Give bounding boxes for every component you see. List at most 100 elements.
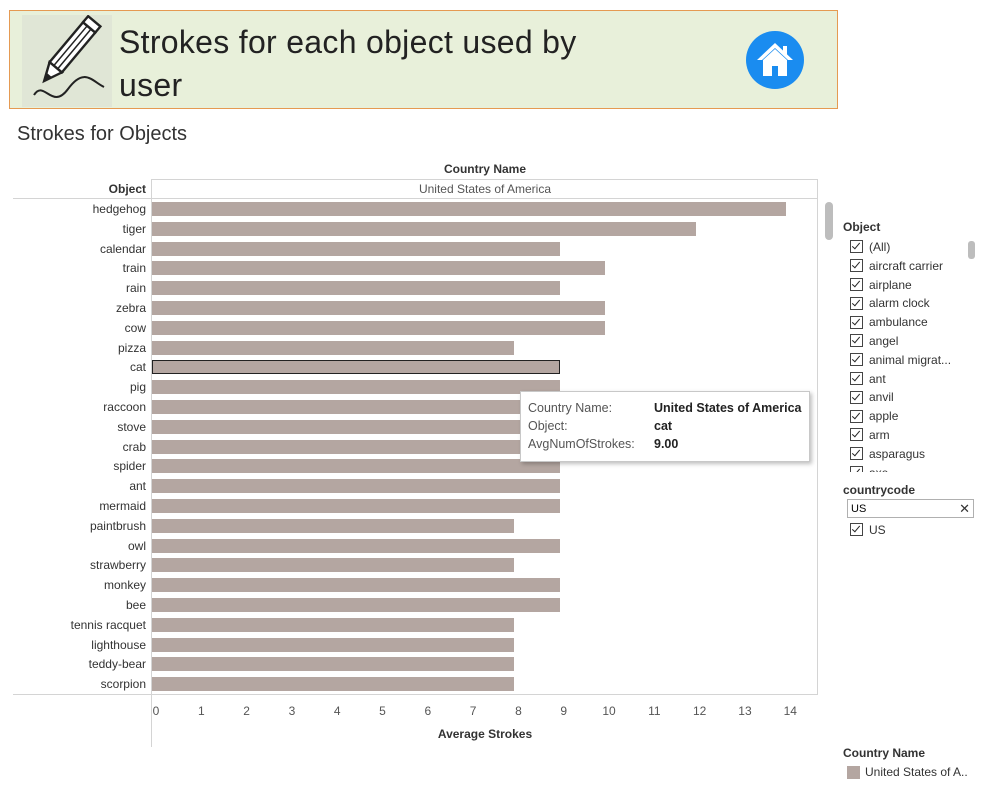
- tooltip-value: United States of America: [654, 401, 802, 415]
- object-filter-item-label: animal migrat...: [869, 352, 952, 367]
- object-filter-item[interactable]: aircraft carrier: [850, 259, 943, 278]
- legend-swatch[interactable]: [847, 766, 860, 779]
- row-label: strawberry: [89, 558, 146, 573]
- object-filter-item[interactable]: asparagus: [850, 447, 925, 466]
- bar-ant[interactable]: [152, 479, 560, 494]
- tooltip-key: Object:: [528, 419, 568, 433]
- row-label: rain: [125, 281, 146, 296]
- object-filter-item-label: arm: [869, 428, 890, 442]
- tooltip-row-country: Country Name: United States of America: [528, 399, 802, 417]
- object-filter-item[interactable]: ambulance: [850, 315, 928, 334]
- bar-tennis-racquet[interactable]: [152, 617, 515, 632]
- home-icon: [746, 31, 804, 89]
- checkbox[interactable]: [850, 523, 863, 537]
- checkbox[interactable]: [850, 390, 863, 404]
- x-tick-label: 5: [379, 704, 386, 718]
- bar-train[interactable]: [152, 261, 606, 276]
- tooltip-key: AvgNumOfStrokes:: [528, 437, 635, 451]
- row-label: scorpion: [100, 677, 146, 692]
- close-icon[interactable]: ✕: [959, 501, 970, 516]
- x-tick-label: 3: [288, 704, 296, 718]
- row-header-divider: [151, 179, 152, 747]
- checkbox[interactable]: [850, 277, 863, 291]
- object-filter-item[interactable]: ant: [850, 372, 886, 391]
- bar-pizza[interactable]: [152, 340, 515, 355]
- object-filter-item-label: angel: [869, 334, 899, 348]
- mark-tooltip: Country Name: United States of America O…: [520, 391, 810, 462]
- object-filter-item[interactable]: axe: [850, 466, 888, 472]
- object-filter-item[interactable]: (All): [850, 240, 890, 259]
- object-filter-item-label: aircraft carrier: [869, 258, 944, 273]
- bar-cow[interactable]: [152, 320, 606, 335]
- column-header-value[interactable]: United States of America: [418, 182, 552, 196]
- bar-rain[interactable]: [152, 281, 560, 296]
- legend-title: Country Name: [843, 746, 926, 760]
- x-tick-label: 0: [152, 704, 160, 718]
- sheet-title: Strokes for Objects: [17, 123, 188, 145]
- countrycode-item[interactable]: US: [850, 523, 886, 542]
- row-label: tennis racquet: [70, 617, 146, 632]
- checkbox[interactable]: [850, 315, 863, 329]
- dashboard-header: Strokes for each object used by user: [9, 10, 838, 109]
- object-filter-item[interactable]: angel: [850, 334, 898, 353]
- x-axis-line: [13, 694, 818, 695]
- object-filter-item[interactable]: anvil: [850, 390, 894, 409]
- row-label: teddy-bear: [88, 657, 146, 672]
- bar-tiger[interactable]: [152, 221, 696, 236]
- bar-spider[interactable]: [152, 459, 560, 474]
- bar-cat[interactable]: [152, 360, 560, 375]
- checkbox[interactable]: [850, 240, 863, 254]
- row-label: calendar: [99, 241, 146, 256]
- bar-pig[interactable]: [152, 380, 560, 395]
- row-header-title: Object: [108, 182, 146, 196]
- x-tick-label: 13: [738, 704, 752, 718]
- x-tick-label: 6: [424, 704, 432, 718]
- bar-monkey[interactable]: [152, 578, 560, 593]
- chart-scrollbar-thumb[interactable]: [825, 202, 833, 240]
- bar-crab[interactable]: [152, 439, 560, 454]
- bar-hedgehog[interactable]: [152, 202, 787, 216]
- checkbox[interactable]: [850, 465, 863, 472]
- object-filter-item-label: ant: [869, 371, 886, 386]
- header-divider-bottom: [13, 198, 818, 199]
- bar-strawberry[interactable]: [152, 558, 515, 573]
- bar-paintbrush[interactable]: [152, 518, 515, 533]
- object-filter-item-label: anvil: [869, 390, 894, 405]
- bar-stove[interactable]: [152, 419, 560, 434]
- row-label: pizza: [117, 340, 146, 355]
- legend-label[interactable]: United States of A..: [865, 765, 968, 779]
- x-tick-label: 4: [333, 704, 341, 718]
- object-filter-scrollbar[interactable]: [968, 241, 975, 259]
- x-tick-label: 14: [783, 704, 797, 718]
- bar-scorpion[interactable]: [152, 677, 515, 692]
- checkbox[interactable]: [850, 371, 863, 385]
- checkbox[interactable]: [850, 259, 863, 273]
- bar-calendar[interactable]: [152, 241, 560, 256]
- bar-raccoon[interactable]: [152, 400, 560, 414]
- bar-owl[interactable]: [152, 538, 560, 553]
- tooltip-key: Country Name:: [528, 401, 613, 415]
- object-filter-item[interactable]: apple: [850, 409, 898, 428]
- chart-scrollbar[interactable]: [824, 198, 834, 692]
- object-filter-item[interactable]: arm: [850, 428, 890, 447]
- checkbox[interactable]: [850, 334, 863, 348]
- checkbox[interactable]: [850, 296, 863, 310]
- bar-lighthouse[interactable]: [152, 637, 515, 652]
- object-filter-item[interactable]: animal migrat...: [850, 353, 951, 372]
- dashboard-title-line1: Strokes for each object used by: [119, 24, 577, 60]
- object-filter-item[interactable]: airplane: [850, 278, 912, 297]
- bar-teddy-bear[interactable]: [152, 657, 515, 672]
- checkbox[interactable]: [850, 428, 863, 442]
- checkbox[interactable]: [850, 447, 863, 461]
- row-label: monkey: [103, 578, 146, 593]
- row-label: stove: [117, 419, 146, 434]
- bar-mermaid[interactable]: [152, 499, 560, 513]
- bar-bee[interactable]: [152, 598, 560, 612]
- home-button[interactable]: [745, 30, 805, 90]
- countrycode-search-input[interactable]: [851, 501, 951, 516]
- object-filter-item[interactable]: alarm clock: [850, 296, 930, 315]
- checkbox[interactable]: [850, 409, 863, 423]
- row-label: tiger: [122, 221, 146, 236]
- bar-zebra[interactable]: [152, 301, 606, 315]
- checkbox[interactable]: [850, 353, 863, 367]
